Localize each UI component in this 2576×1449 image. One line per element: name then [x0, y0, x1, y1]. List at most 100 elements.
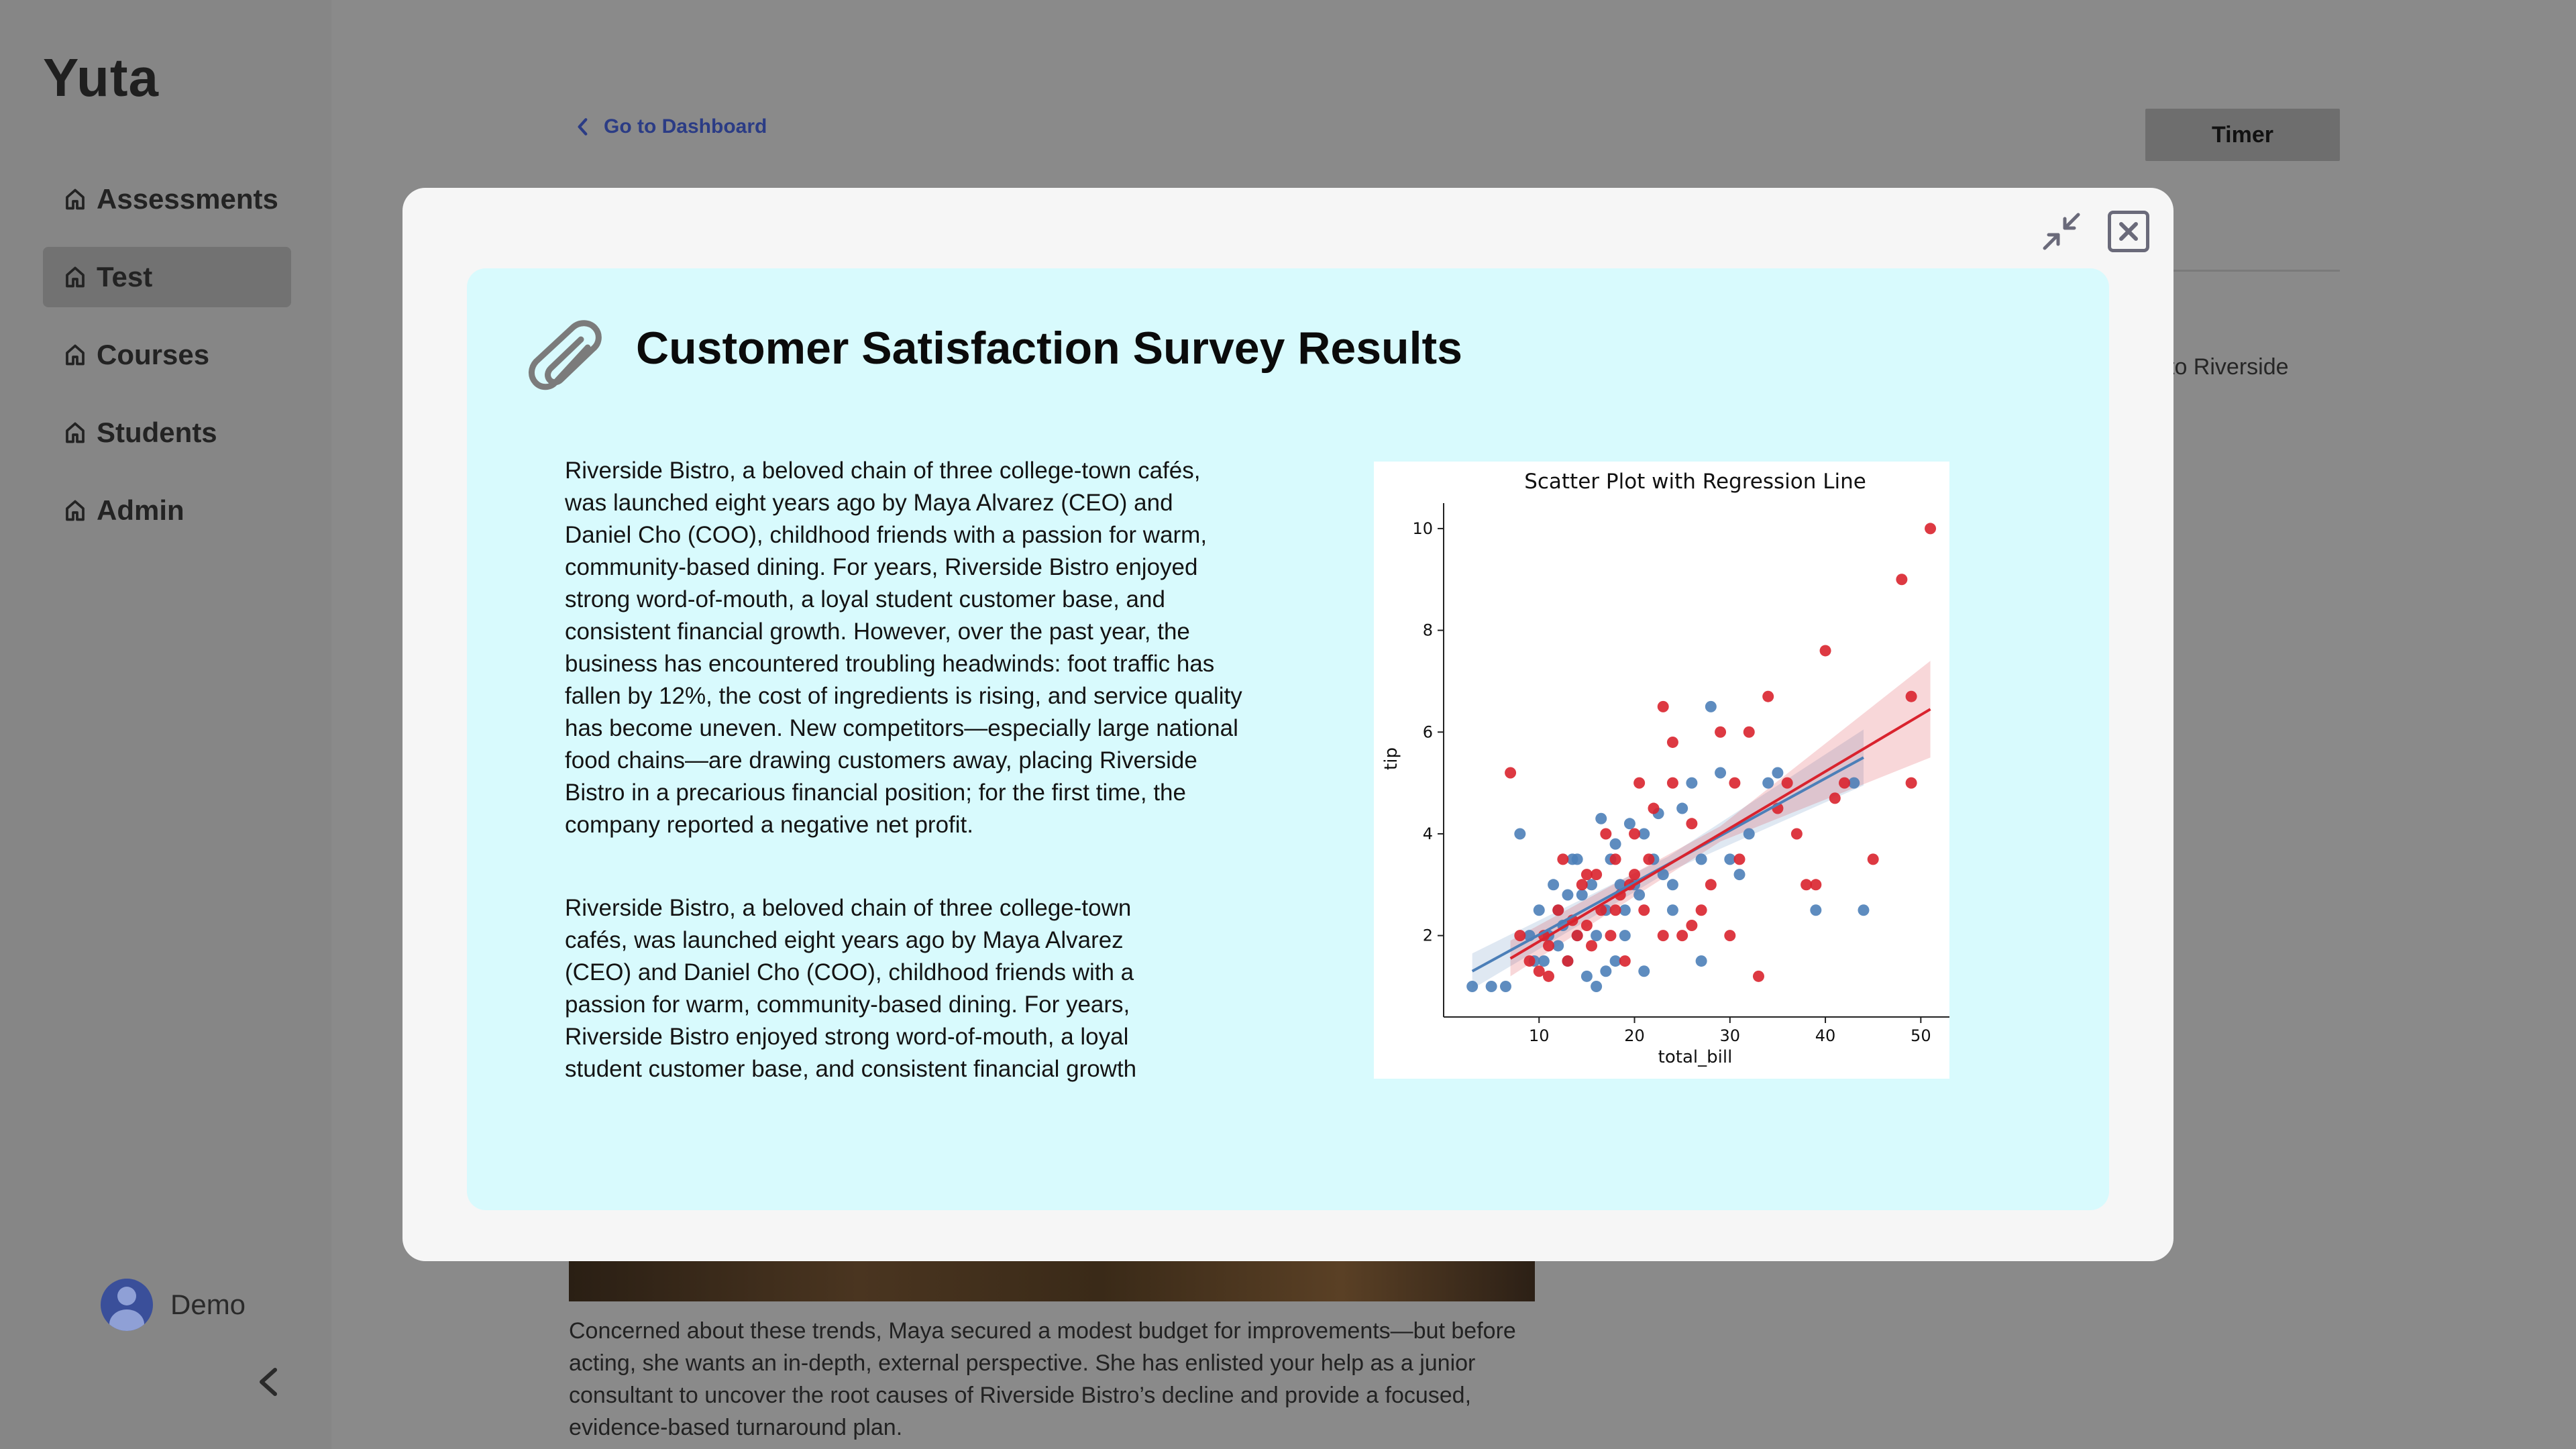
data-point-red: [1819, 645, 1831, 657]
data-point-blue: [1533, 904, 1545, 916]
home-icon: [66, 422, 85, 443]
modal-title: Customer Satisfaction Survey Results: [636, 323, 1462, 374]
home-icon: [66, 266, 85, 288]
x-tick-label: 40: [1815, 1026, 1836, 1045]
data-point-red: [1896, 574, 1908, 586]
data-point-blue: [1619, 904, 1631, 916]
background-photo: [569, 1260, 1535, 1301]
data-point-blue: [1686, 777, 1698, 789]
data-point-red: [1801, 879, 1813, 891]
home-icon: [66, 189, 85, 210]
background-text-snippet: to Riverside: [2168, 354, 2289, 380]
data-point-blue: [1762, 777, 1774, 789]
data-point-red: [1542, 940, 1554, 952]
sidebar-item-students[interactable]: Students: [43, 402, 291, 463]
data-point-blue: [1638, 965, 1650, 977]
data-point-red: [1790, 828, 1803, 840]
user-profile[interactable]: Demo: [101, 1279, 246, 1331]
data-point-red: [1905, 777, 1917, 789]
data-point-blue: [1586, 879, 1598, 891]
data-point-blue: [1633, 889, 1646, 901]
data-point-red: [1552, 904, 1564, 916]
data-point-red: [1715, 726, 1727, 738]
data-point-blue: [1695, 955, 1707, 967]
data-point-red: [1619, 955, 1631, 967]
regression-line-red: [1509, 708, 1931, 960]
data-point-red: [1839, 777, 1851, 789]
data-point-red: [1905, 690, 1917, 702]
home-icon: [66, 344, 85, 366]
data-point-red: [1586, 940, 1598, 952]
data-point-red: [1695, 904, 1707, 916]
data-point-red: [1762, 690, 1774, 702]
data-point-blue: [1715, 767, 1727, 779]
data-point-blue: [1666, 904, 1678, 916]
data-point-red: [1605, 930, 1617, 942]
data-point-red: [1925, 523, 1937, 535]
x-tick-label: 10: [1529, 1026, 1550, 1045]
y-tick-label: 4: [1423, 824, 1433, 843]
data-point-red: [1867, 853, 1879, 865]
data-point-blue: [1499, 980, 1511, 992]
data-point-red: [1729, 777, 1741, 789]
x-tick-label: 30: [1720, 1026, 1741, 1045]
data-point-blue: [1576, 889, 1588, 901]
data-point-red: [1743, 726, 1755, 738]
data-point-red: [1643, 853, 1655, 865]
data-point-red: [1724, 930, 1736, 942]
data-point-blue: [1485, 980, 1497, 992]
sidebar-item-admin[interactable]: Admin: [43, 480, 291, 541]
sidebar-item-test[interactable]: Test: [43, 247, 291, 307]
data-point-red: [1686, 818, 1698, 830]
avatar: [101, 1279, 153, 1331]
data-point-red: [1657, 700, 1669, 712]
data-point-red: [1562, 955, 1574, 967]
data-point-red: [1571, 930, 1583, 942]
data-point-blue: [1724, 853, 1736, 865]
data-point-blue: [1657, 869, 1669, 881]
data-point-blue: [1580, 970, 1593, 982]
data-point-blue: [1810, 904, 1822, 916]
user-name: Demo: [170, 1289, 246, 1320]
collapse-sidebar-icon[interactable]: [255, 1366, 282, 1398]
data-point-blue: [1848, 777, 1860, 789]
sidebar-item-assessments[interactable]: Assessments: [43, 169, 291, 229]
data-point-blue: [1743, 828, 1755, 840]
data-point-red: [1633, 777, 1646, 789]
data-point-red: [1523, 955, 1536, 967]
data-point-blue: [1562, 889, 1574, 901]
chart-title: Scatter Plot with Regression Line: [1524, 470, 1866, 494]
x-tick-label: 20: [1624, 1026, 1645, 1045]
data-point-blue: [1623, 818, 1635, 830]
data-point-red: [1542, 970, 1554, 982]
data-point-blue: [1548, 879, 1560, 891]
data-point-blue: [1858, 904, 1870, 916]
description-paragraph-1: Riverside Bistro, a beloved chain of thr…: [565, 458, 1242, 838]
data-point-red: [1609, 853, 1621, 865]
chart-svg: Scatter Plot with Regression Line total_…: [1381, 470, 1949, 1067]
data-point-red: [1657, 930, 1669, 942]
minimize-icon[interactable]: [2041, 211, 2082, 252]
paperclip-icon: [529, 320, 602, 390]
close-button[interactable]: [2108, 211, 2149, 252]
sidebar-item-label: Students: [97, 417, 217, 448]
x-tick-label: 50: [1911, 1026, 1931, 1045]
chevron-left-icon: [578, 118, 588, 136]
sidebar: Yuta Assessments Test Courses Students A…: [0, 0, 331, 1449]
data-point-blue: [1638, 828, 1650, 840]
data-point-red: [1580, 919, 1593, 931]
sidebar-item-courses[interactable]: Courses: [43, 325, 291, 385]
chart-x-label: total_bill: [1658, 1047, 1733, 1067]
data-point-red: [1705, 879, 1717, 891]
y-tick-label: 8: [1423, 621, 1433, 640]
timer-button[interactable]: Timer: [2145, 109, 2340, 161]
data-point-blue: [1695, 853, 1707, 865]
data-point-red: [1638, 904, 1650, 916]
data-point-blue: [1591, 980, 1603, 992]
data-point-red: [1505, 767, 1517, 779]
back-to-dashboard-link[interactable]: Go to Dashboard: [576, 115, 767, 138]
data-point-red: [1629, 828, 1641, 840]
back-link-label: Go to Dashboard: [604, 115, 767, 138]
data-point-blue: [1733, 869, 1746, 881]
data-point-red: [1686, 919, 1698, 931]
